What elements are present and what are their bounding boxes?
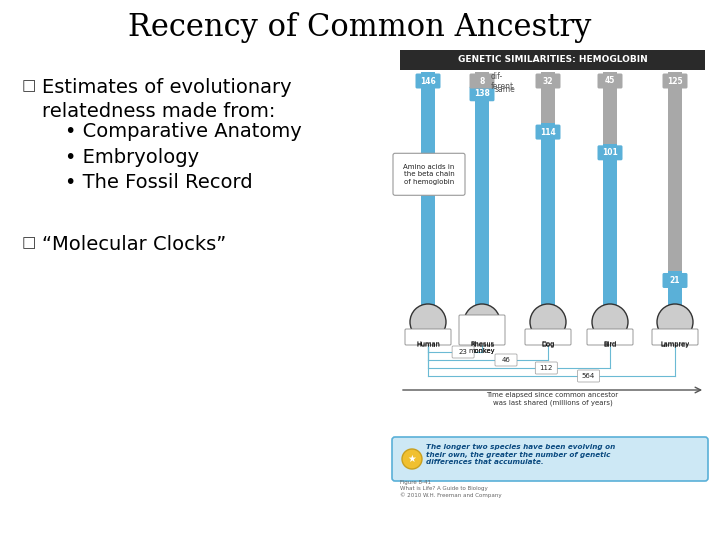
Text: 21: 21 [670,276,680,285]
Bar [603,72,617,144]
Bar [668,272,682,305]
Bar [541,72,555,123]
Bar [603,144,617,305]
Bar [400,50,705,70]
FancyBboxPatch shape [415,73,441,89]
Text: □: □ [22,78,37,93]
Text: Dog: Dog [541,341,554,347]
Bar [421,72,435,305]
Text: Bird: Bird [603,341,616,347]
Text: Time elapsed since common ancestor
was last shared (millions of years): Time elapsed since common ancestor was l… [487,392,618,406]
FancyBboxPatch shape [459,315,505,345]
Text: Rhesus
monkey: Rhesus monkey [469,341,495,354]
FancyBboxPatch shape [587,329,633,345]
Text: The longer two species have been evolving on
their own, the greater the number o: The longer two species have been evolvin… [426,444,616,465]
Text: GENETIC SIMILARITIES: HEMOGLOBIN: GENETIC SIMILARITIES: HEMOGLOBIN [458,56,647,64]
Text: “Molecular Clocks”: “Molecular Clocks” [42,235,226,254]
Text: Human: Human [416,341,440,347]
Text: 8: 8 [480,77,485,85]
FancyBboxPatch shape [405,329,451,345]
Text: 112: 112 [539,365,553,371]
FancyBboxPatch shape [652,329,698,345]
Text: Recency of Common Ancestry: Recency of Common Ancestry [128,12,592,43]
FancyBboxPatch shape [469,86,495,102]
Text: 114: 114 [540,127,556,137]
Text: Figure 8-41
What is Life? A Guide to Biology
© 2010 W.H. Freeman and Company: Figure 8-41 What is Life? A Guide to Bio… [400,480,502,498]
Bar [668,72,682,272]
Text: Human: Human [416,342,440,348]
Text: • Comparative Anatomy: • Comparative Anatomy [65,122,302,141]
Text: Lamprey: Lamprey [660,341,690,347]
FancyBboxPatch shape [392,437,708,481]
Circle shape [402,449,422,469]
FancyBboxPatch shape [536,125,560,139]
Text: 146: 146 [420,77,436,85]
Text: • The Fossil Record: • The Fossil Record [65,173,253,192]
Bar [541,123,555,305]
Circle shape [530,304,566,340]
FancyBboxPatch shape [662,73,688,89]
FancyBboxPatch shape [469,73,495,89]
Text: 23: 23 [459,349,467,355]
Text: □: □ [22,235,37,250]
Text: 138: 138 [474,89,490,98]
Text: Dog: Dog [541,342,554,348]
Text: Lamprey: Lamprey [660,342,690,348]
Circle shape [657,304,693,340]
Text: 45: 45 [605,77,615,85]
Bar [475,85,489,305]
Text: 564: 564 [582,373,595,379]
Text: 125: 125 [667,77,683,85]
Text: 32: 32 [543,77,553,85]
FancyBboxPatch shape [393,153,465,195]
FancyBboxPatch shape [598,73,623,89]
Circle shape [410,304,446,340]
Bar [475,72,489,85]
FancyBboxPatch shape [662,273,688,288]
Circle shape [592,304,628,340]
Text: 46: 46 [502,357,510,363]
Circle shape [464,304,500,340]
FancyBboxPatch shape [598,145,623,160]
Text: Amino acids in
the beta chain
of hemoglobin: Amino acids in the beta chain of hemoglo… [403,164,455,185]
FancyBboxPatch shape [577,370,600,382]
FancyBboxPatch shape [452,346,474,358]
Text: Rhesus
monkey: Rhesus monkey [469,342,495,354]
Text: ★: ★ [408,454,416,464]
FancyBboxPatch shape [495,354,517,366]
Text: same: same [495,85,516,94]
Text: • Embryology: • Embryology [65,148,199,167]
Text: Estimates of evolutionary
relatedness made from:: Estimates of evolutionary relatedness ma… [42,78,292,122]
Text: dif-
ferent: dif- ferent [491,72,514,91]
FancyBboxPatch shape [525,329,571,345]
FancyBboxPatch shape [536,73,560,89]
FancyBboxPatch shape [535,362,557,374]
Text: Bird: Bird [603,342,616,348]
Text: 101: 101 [602,148,618,157]
